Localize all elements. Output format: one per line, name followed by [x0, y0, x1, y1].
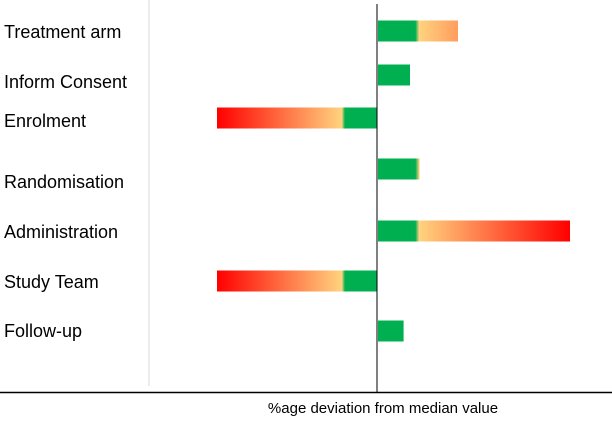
category-label: Follow-up	[4, 321, 82, 341]
bar-enrolment	[217, 107, 377, 129]
bar-study-team	[217, 270, 377, 292]
category-label: Randomisation	[4, 172, 124, 192]
category-label: Enrolment	[4, 111, 86, 131]
category-label: Treatment arm	[4, 22, 121, 42]
category-labels-group: Treatment arm Inform Consent Enrolment Rand…	[4, 22, 127, 341]
category-label: Administration	[4, 222, 118, 242]
bar-randomisation	[378, 158, 420, 180]
x-axis-title: %age deviation from median value	[268, 400, 498, 417]
bar-inform-consent	[378, 64, 410, 86]
bar-treatment-arm	[378, 20, 458, 42]
bar-follow-up	[378, 320, 404, 342]
category-label: Study Team	[4, 272, 99, 292]
bars-group	[217, 20, 570, 342]
bar-administration	[378, 220, 570, 242]
category-label: Inform Consent	[4, 72, 127, 92]
